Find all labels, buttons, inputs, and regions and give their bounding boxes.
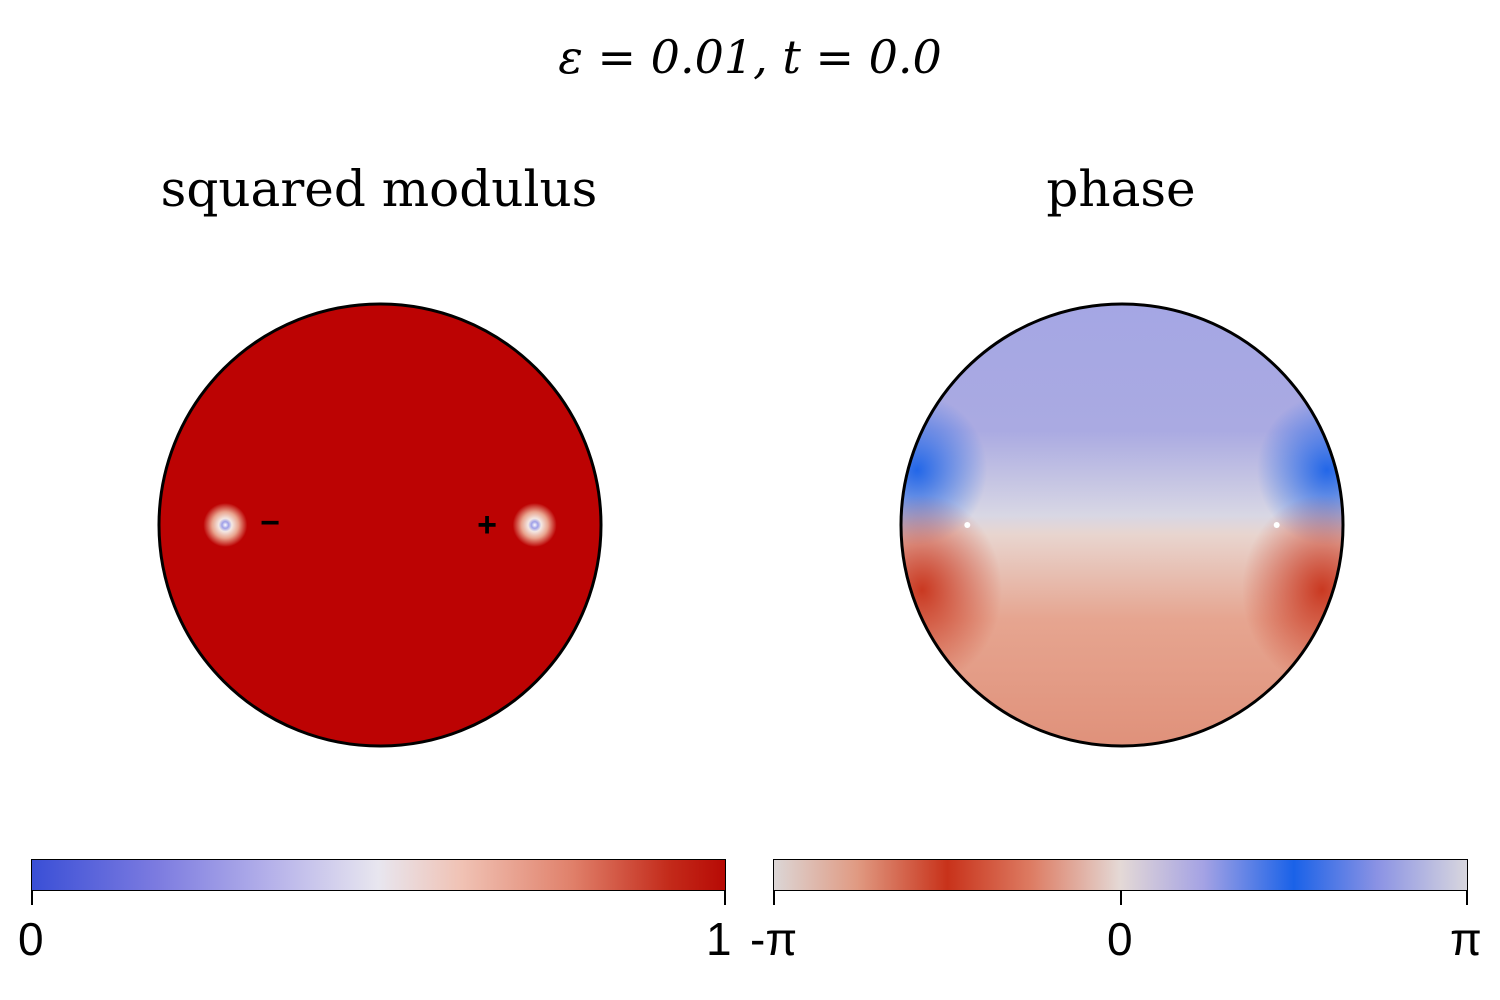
modulus-colorbar-tick-min xyxy=(31,891,33,905)
modulus-disk-border xyxy=(157,302,603,748)
phase-lobe-red-left xyxy=(901,495,1002,685)
negative-vortex-marker: − xyxy=(260,504,280,542)
phase-colorbar-label-max: π xyxy=(1450,913,1482,965)
modulus-colorbar-label-min: 0 xyxy=(18,913,44,965)
phase-disk-border xyxy=(899,302,1345,748)
phase-colorbar-tick-min xyxy=(773,891,775,905)
modulus-plot: − + xyxy=(157,302,603,748)
phase-vortex-point-0 xyxy=(964,522,971,528)
modulus-vortex-core-0 xyxy=(203,503,248,547)
phase-plot xyxy=(899,302,1345,748)
phase-colorbar xyxy=(773,859,1468,891)
phase-colorbar-tick-mid xyxy=(1120,891,1122,905)
figure-title: ε = 0.01, t = 0.0 xyxy=(558,30,942,84)
modulus-panel-title: squared modulus xyxy=(160,160,598,218)
modulus-disk xyxy=(159,304,601,746)
modulus-vortex-core-1 xyxy=(512,503,557,547)
modulus-colorbar-tick-max xyxy=(724,891,726,905)
phase-vortex-point-1 xyxy=(1273,522,1280,528)
phase-colorbar-label-min: -π xyxy=(750,913,798,965)
phase-colorbar-label-mid: 0 xyxy=(1107,913,1133,965)
phase-colorbar-tick-max xyxy=(1466,891,1468,905)
modulus-colorbar-label-max: 1 xyxy=(706,913,732,965)
phase-panel-title: phase xyxy=(1046,160,1196,218)
modulus-colorbar xyxy=(31,859,726,891)
phase-lobe-red-right xyxy=(1242,495,1343,685)
positive-vortex-marker: + xyxy=(477,506,497,544)
